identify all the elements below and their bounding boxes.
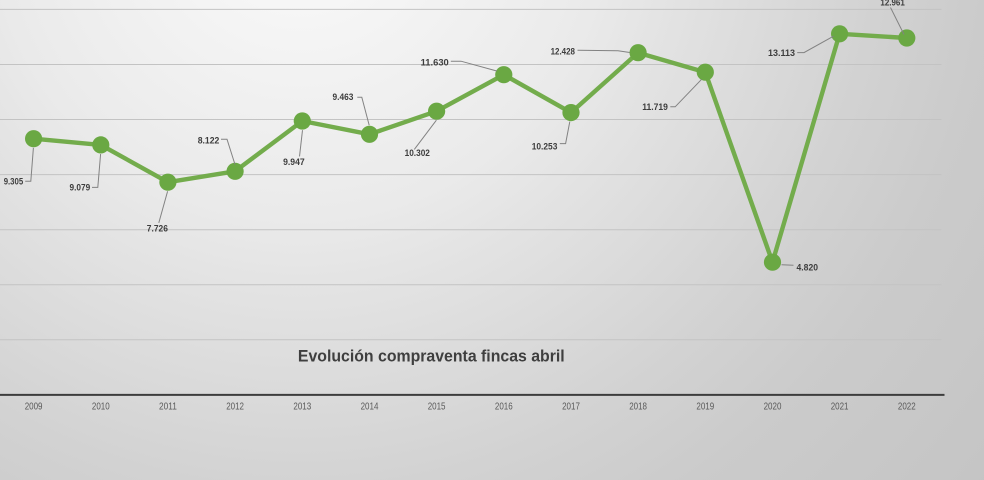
- svg-text:2014: 2014: [361, 401, 379, 413]
- svg-text:10.253: 10.253: [532, 141, 558, 152]
- svg-text:9.079: 9.079: [70, 183, 91, 194]
- svg-text:2021: 2021: [831, 401, 849, 413]
- svg-text:4.820: 4.820: [797, 262, 819, 273]
- svg-text:11.719: 11.719: [642, 102, 668, 113]
- svg-text:2012: 2012: [226, 401, 244, 413]
- svg-text:8.122: 8.122: [198, 136, 220, 147]
- svg-text:10.302: 10.302: [405, 148, 430, 159]
- svg-text:12.428: 12.428: [551, 47, 575, 58]
- svg-text:2011: 2011: [159, 401, 177, 413]
- svg-text:13.113: 13.113: [768, 48, 795, 59]
- svg-text:12.961: 12.961: [880, 0, 905, 8]
- svg-text:9.947: 9.947: [283, 157, 305, 168]
- svg-text:2018: 2018: [629, 401, 647, 413]
- svg-text:2010: 2010: [92, 401, 110, 413]
- svg-text:9.305: 9.305: [4, 177, 24, 188]
- svg-text:2013: 2013: [293, 401, 311, 413]
- svg-text:9.463: 9.463: [333, 92, 354, 103]
- svg-text:7.726: 7.726: [147, 223, 168, 234]
- svg-text:2019: 2019: [696, 401, 714, 413]
- svg-text:2016: 2016: [495, 401, 513, 413]
- svg-text:2009: 2009: [25, 401, 43, 413]
- svg-text:11.630: 11.630: [421, 57, 449, 68]
- svg-text:Evolución compraventa fincas a: Evolución compraventa fincas abril: [298, 348, 565, 366]
- svg-text:2017: 2017: [562, 401, 580, 413]
- svg-text:2020: 2020: [764, 401, 782, 413]
- svg-text:2022: 2022: [898, 401, 916, 413]
- svg-text:2015: 2015: [428, 401, 446, 413]
